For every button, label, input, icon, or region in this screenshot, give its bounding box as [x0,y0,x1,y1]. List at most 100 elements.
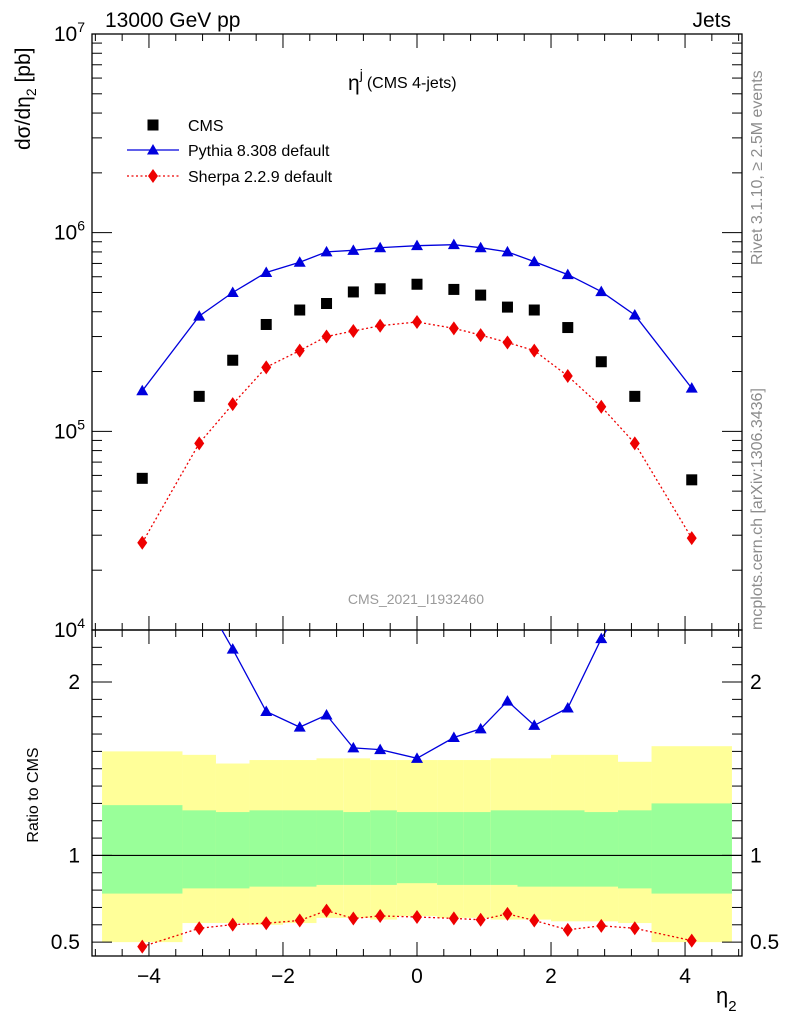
cms-point [448,283,460,295]
x-tick-label: 2 [545,965,557,988]
band-inner [215,812,250,889]
sherpa-line [141,321,693,544]
sherpa-point [261,360,272,375]
cms-point [528,304,540,316]
legend-marker-sherpa [148,169,158,183]
pythia-point [685,382,698,393]
pythia-point [501,245,514,257]
pythia-point [347,244,360,255]
sherpa-ratio-point [375,908,386,923]
cms-point [595,356,607,368]
sherpa-ratio-point [294,913,305,928]
pythia-point [260,266,273,278]
cms-point [475,289,487,301]
sherpa-ratio-point [596,918,607,933]
y-tick-exp: 6 [77,218,85,234]
plot-title-main: η [348,72,360,95]
pythia-point [226,286,239,297]
sherpa-ratio-point [194,921,205,936]
sherpa-point [629,436,640,451]
cms-point [193,390,205,402]
pythia-point [447,238,460,250]
pythia-point [193,310,206,321]
sherpa-ratio-point [629,921,640,936]
band-inner [396,812,438,884]
y-axis-label-ratio: Ratio to CMS [25,747,42,842]
legend-marker-cms [147,119,159,131]
band-inner [651,803,732,894]
y-tick-label: 104 [54,615,85,642]
sherpa-point [596,399,607,414]
ratio-lines [137,630,697,954]
ratio-tick-label-left: 1 [68,844,80,867]
cms-point [347,286,359,298]
y-tick-exp: 7 [77,19,85,35]
cms-point [260,318,272,330]
pythia-ratio-point [528,719,541,730]
pythia-point [136,384,149,396]
y-tick-exp: 4 [77,615,85,631]
y-axis-label-top: dσ/dη2 [pb] [12,47,39,150]
ratio-tick-label-right: 0.5 [750,931,779,954]
pythia-ratio-point [474,722,487,734]
sherpa-ratio-point [137,939,148,954]
y-tick-base: 10 [54,619,77,642]
y-label-sub: 2 [23,88,39,96]
band-inner [584,812,619,887]
band-inner [437,812,464,885]
sherpa-ratio-point [502,906,513,921]
y-label-unit: [pb] [12,47,35,88]
band-inner [370,810,397,885]
sherpa-point [475,328,486,343]
pythia-ratio-point [501,695,514,706]
sherpa-ratio-point [348,911,359,926]
sherpa-point [529,343,540,358]
pythia-ratio-point [226,643,239,654]
sherpa-ratio-point [562,922,573,937]
x-tick-label: 4 [679,965,691,988]
plot-title: ηj(CMS 4-jets) [348,66,457,95]
y-tick-base: 10 [54,222,77,245]
header-left: 13000 GeV pp [105,9,240,32]
band-inner [551,810,585,887]
y-tick-label: 106 [54,218,85,245]
x-label-sub: 2 [728,998,736,1015]
band-inner [182,810,216,889]
band-inner [102,805,183,894]
legend: CMS Pythia 8.308 default Sherpa 2.2.9 defa… [127,118,333,186]
cms-point [374,283,386,295]
pythia-point [561,268,574,280]
pythia-point [320,245,333,257]
pythia-ratio-point [293,721,306,732]
sherpa-point [562,368,573,383]
sherpa-ratio-point [227,917,238,932]
sherpa-point [686,531,697,546]
cms-point [294,304,306,316]
pythia-point [293,256,306,267]
pythia-ratio-point [320,708,333,720]
cms-point [136,472,148,484]
legend-label: Sherpa 2.2.9 default [188,169,333,186]
data-marks [136,238,698,550]
pythia-point [628,309,641,320]
x-tick-label: −4 [137,965,161,988]
sherpa-point [137,535,148,550]
analysis-id: CMS_2021_I1932460 [348,591,484,607]
x-axis-label: η2 [716,983,737,1015]
legend-label: Pythia 8.308 default [188,143,330,160]
header-right: Jets [692,9,731,32]
cms-point [629,390,641,402]
pythia-point [528,255,541,267]
pythia-point [411,239,423,251]
band-inner [249,810,283,887]
x-label-main: η [716,983,728,1008]
sherpa-point [448,321,459,336]
pythia-ratio-point [374,743,387,755]
sherpa-point [294,343,305,358]
band-inner [618,810,652,889]
sherpa-point [412,315,422,330]
band-inner [463,812,491,885]
plot-title-sub: (CMS 4-jets) [367,75,457,92]
cms-point [411,278,423,290]
